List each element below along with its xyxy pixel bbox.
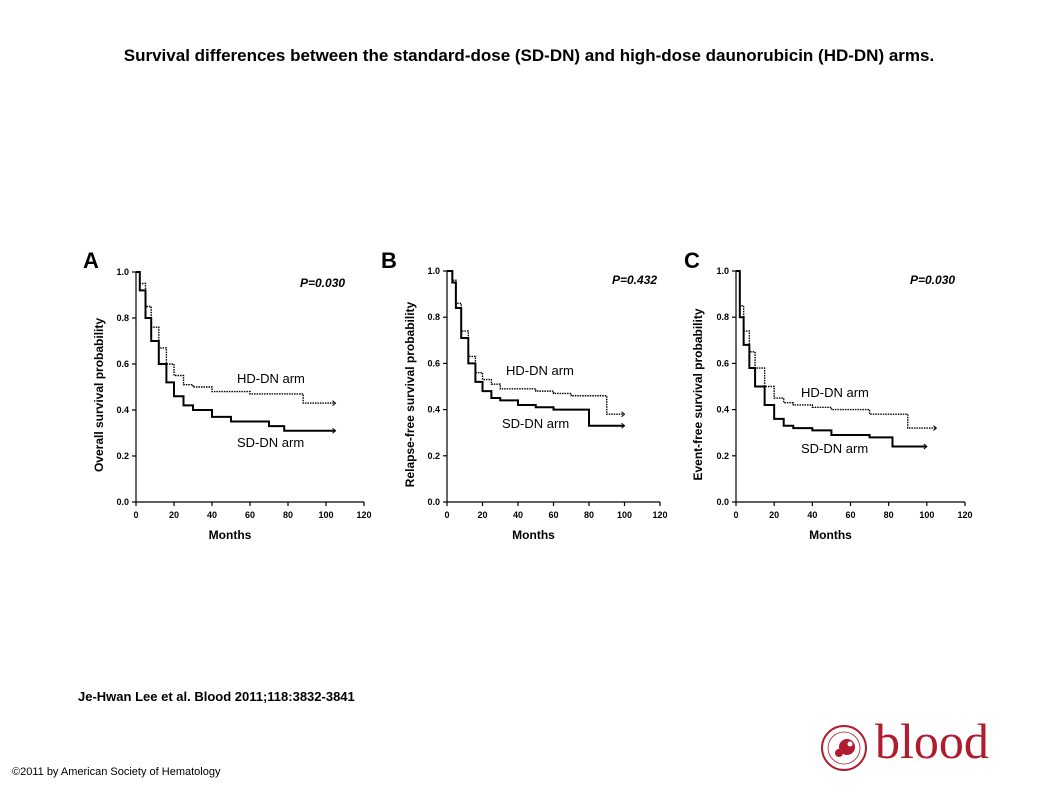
y-tick-label: 0.2 <box>716 451 729 461</box>
panel-a: A 0 20 40 60 80 100 120 0.0 0.2 0.4 0.6 0.8 1.0 Months… <box>83 248 372 542</box>
x-tick-label: 40 <box>807 510 817 520</box>
x-tick-label: 120 <box>652 510 667 520</box>
sd-dn-label: SD-DN arm <box>502 416 569 431</box>
panel-letter: C <box>684 248 700 273</box>
y-tick-label: 0.8 <box>427 312 440 322</box>
ash-seal-icon <box>821 725 867 771</box>
citation: Je-Hwan Lee et al. Blood 2011;118:3832-3… <box>78 689 355 704</box>
y-tick-label: 0.8 <box>716 312 729 322</box>
sd-dn-curve <box>136 271 336 432</box>
y-axis-label: Relapse-free survival probability <box>403 301 417 487</box>
x-tick-label: 60 <box>548 510 558 520</box>
x-tick-label: 40 <box>207 510 217 520</box>
x-tick-label: 80 <box>584 510 594 520</box>
x-tick-label: 60 <box>245 510 255 520</box>
y-tick-label: 0.4 <box>116 405 129 415</box>
y-tick-label: 0.2 <box>116 451 129 461</box>
hd-dn-curve <box>736 270 937 429</box>
y-tick-label: 1.0 <box>716 266 729 276</box>
sd-dn-curve <box>736 270 927 448</box>
slide-title: Survival differences between the standar… <box>123 46 935 65</box>
hd-dn-label: HD-DN arm <box>801 385 869 400</box>
y-tick-label: 0.0 <box>716 497 729 507</box>
x-tick-label: 0 <box>133 510 138 520</box>
y-tick-label: 0.0 <box>116 497 129 507</box>
x-axis-label: Months <box>209 528 252 542</box>
blood-journal-logo: blood <box>815 713 1005 778</box>
hd-dn-curve <box>136 271 336 404</box>
p-value: P=0.432 <box>612 273 657 287</box>
hd-dn-label: HD-DN arm <box>237 371 305 386</box>
x-tick-label: 80 <box>884 510 894 520</box>
y-tick-label: 0.8 <box>116 313 129 323</box>
x-tick-label: 20 <box>477 510 487 520</box>
x-tick-label: 0 <box>733 510 738 520</box>
logo-wordmark: blood <box>875 713 989 769</box>
y-tick-label: 0.6 <box>116 359 129 369</box>
x-tick-label: 80 <box>283 510 293 520</box>
y-tick-label: 0.0 <box>427 497 440 507</box>
x-axis-label: Months <box>512 528 555 542</box>
panel-letter: A <box>83 248 99 273</box>
hd-dn-label: HD-DN arm <box>506 363 574 378</box>
hd-dn-curve-end <box>933 425 938 431</box>
p-value: P=0.030 <box>300 276 345 290</box>
x-tick-label: 20 <box>769 510 779 520</box>
x-tick-label: 0 <box>444 510 449 520</box>
y-tick-label: 0.4 <box>427 405 440 415</box>
x-tick-label: 100 <box>617 510 632 520</box>
x-tick-label: 100 <box>318 510 333 520</box>
panel-c: C 0 20 40 60 80 100 120 0.0 0.2 0.4 0.6 0.8 1.0 Months… <box>684 248 973 542</box>
hd-dn-curve <box>447 270 625 415</box>
y-tick-label: 0.6 <box>427 358 440 368</box>
y-axis-label: Overall survival probability <box>92 318 106 472</box>
panel-letter: B <box>381 248 397 273</box>
x-tick-label: 40 <box>513 510 523 520</box>
sd-dn-curve-end <box>923 443 928 450</box>
y-tick-label: 0.6 <box>716 358 729 368</box>
x-tick-label: 20 <box>169 510 179 520</box>
x-tick-label: 120 <box>356 510 371 520</box>
sd-dn-curve <box>447 270 625 427</box>
y-tick-label: 0.2 <box>427 451 440 461</box>
x-axis-label: Months <box>809 528 852 542</box>
copyright-notice: ©2011 by American Society of Hematology <box>12 766 221 778</box>
y-tick-label: 0.4 <box>716 405 729 415</box>
panel-b: B 0 20 40 60 80 100 120 0.0 0.2 0.4 0.6 0.8 1.0 Months… <box>381 248 668 542</box>
y-axis-label: Event-free survival probability <box>691 308 705 480</box>
x-tick-label: 60 <box>845 510 855 520</box>
y-tick-label: 1.0 <box>427 266 440 276</box>
sd-dn-label: SD-DN arm <box>801 441 868 456</box>
hd-dn-curve-end <box>621 411 626 418</box>
hd-dn-curve-end <box>332 400 337 406</box>
x-tick-label: 100 <box>919 510 934 520</box>
sd-dn-curve-end <box>332 427 337 434</box>
sd-dn-label: SD-DN arm <box>237 435 304 450</box>
p-value: P=0.030 <box>910 273 955 287</box>
x-tick-label: 120 <box>957 510 972 520</box>
sd-dn-curve-end <box>621 422 626 429</box>
y-tick-label: 1.0 <box>116 267 129 277</box>
